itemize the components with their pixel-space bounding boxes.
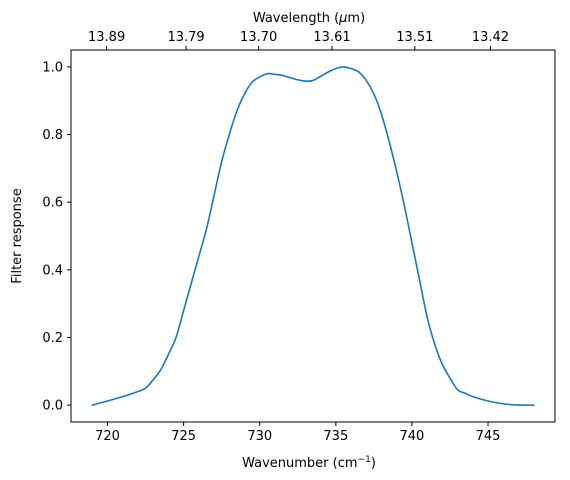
x-tick-label: 730 [247,429,272,444]
top-axis-label: Wavelength (μm) [253,11,365,26]
top-tick-label: 13.89 [88,30,125,45]
y-tick-label: 0.4 [42,263,63,278]
x-tick-label: 735 [323,429,348,444]
y-tick-label: 0.6 [42,196,63,211]
top-tick-label: 13.79 [167,30,204,45]
top-tick-label: 13.51 [396,30,433,45]
y-tick-label: 0.0 [42,399,63,414]
top-tick-label: 13.61 [313,30,350,45]
x-tick-label: 745 [476,429,501,444]
y-tick-label: 0.2 [42,331,63,346]
x-axis-label: Wavenumber (cm−1) [242,455,376,471]
x-axis-label-superscript: −1 [358,455,371,465]
plot-frame [70,49,556,423]
x-axis-label-main: Wavenumber (cm [242,456,357,471]
x-tick-label: 720 [95,429,120,444]
top-tick-label: 13.42 [472,30,509,45]
y-axis-label: Filter response [10,188,25,283]
top-tick-label: 13.70 [240,30,277,45]
top-axis-label-main: Wavelength ( [253,11,339,26]
y-tick-label: 1.0 [42,60,63,75]
x-axis-label-tail: ) [371,456,376,471]
top-axis-label-tail: m) [347,11,365,26]
y-tick-label: 0.8 [42,128,63,143]
filter-response-line [91,66,535,406]
top-axis-label-mu: μ [338,11,347,26]
x-tick-label: 740 [400,429,425,444]
x-tick-label: 725 [171,429,196,444]
